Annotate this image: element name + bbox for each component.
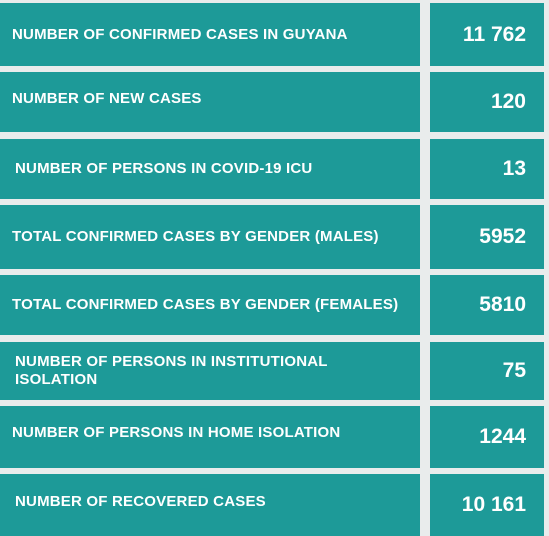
new-cases-value: 120 [490,90,526,113]
row-value-females: 5810 [430,275,544,335]
home-isolation-value: 1244 [479,425,526,448]
row-label-males: TOTAL CONFIRMED CASES BY GENDER (MALES) [0,205,420,269]
row-label-icu: NUMBER OF PERSONS IN COVID-19 ICU [0,139,420,199]
row-label-females: TOTAL CONFIRMED CASES BY GENDER (FEMALES… [0,275,420,335]
new-cases-label: NUMBER OF NEW CASES [12,90,202,107]
row-label-new: NUMBER OF NEW CASES [0,72,420,132]
confirmed-cases-label: NUMBER OF CONFIRMED CASES IN GUYANA [12,25,348,43]
institutional-isolation-value: 75 [502,359,526,382]
males-label: TOTAL CONFIRMED CASES BY GENDER (MALES) [12,228,379,245]
row-label-recovered: NUMBER OF RECOVERED CASES [0,474,420,536]
row-label-institutional: NUMBER OF PERSONS IN INSTITUTIONAL ISOLA… [0,342,420,400]
row-label-home: NUMBER OF PERSONS IN HOME ISOLATION [0,406,420,468]
row-value-institutional: 75 [430,342,544,400]
row-value-new: 120 [430,72,544,132]
recovered-cases-value: 10 161 [461,493,526,516]
confirmed-cases-value: 11 762 [462,22,526,46]
row-value-confirmed: 11 762 [430,3,544,66]
row-value-recovered: 10 161 [430,474,544,536]
females-value: 5810 [479,293,526,316]
icu-label: NUMBER OF PERSONS IN COVID-19 ICU [15,160,313,177]
males-value: 5952 [479,225,526,248]
recovered-cases-label: NUMBER OF RECOVERED CASES [15,493,266,510]
row-label-confirmed: NUMBER OF CONFIRMED CASES IN GUYANA [0,3,420,66]
row-value-home: 1244 [430,406,544,468]
females-label: TOTAL CONFIRMED CASES BY GENDER (FEMALES… [12,296,399,313]
home-isolation-label: NUMBER OF PERSONS IN HOME ISOLATION [12,424,341,441]
row-value-icu: 13 [430,139,544,199]
row-value-males: 5952 [430,205,544,269]
icu-value: 13 [502,157,526,180]
institutional-isolation-label: NUMBER OF PERSONS IN INSTITUTIONAL ISOLA… [15,353,328,388]
